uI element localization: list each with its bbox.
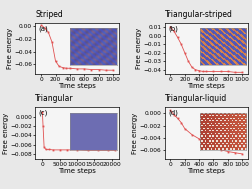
X-axis label: Time steps: Time steps xyxy=(186,168,224,174)
Text: (d): (d) xyxy=(167,110,177,116)
Y-axis label: Free energy: Free energy xyxy=(7,28,13,69)
Y-axis label: Free energy: Free energy xyxy=(132,112,138,154)
X-axis label: Time steps: Time steps xyxy=(58,83,96,89)
Text: (a): (a) xyxy=(39,25,48,32)
Y-axis label: Free energy: Free energy xyxy=(136,28,141,69)
Text: Triangular-striped: Triangular-striped xyxy=(164,10,232,19)
Y-axis label: Free energy: Free energy xyxy=(3,112,9,154)
X-axis label: Time steps: Time steps xyxy=(58,168,96,174)
Text: (b): (b) xyxy=(167,25,177,32)
X-axis label: Time steps: Time steps xyxy=(186,83,224,89)
Text: Triangular-liquid: Triangular-liquid xyxy=(164,94,226,103)
Text: Triangular: Triangular xyxy=(35,94,74,103)
Text: (c): (c) xyxy=(39,110,48,116)
Text: Striped: Striped xyxy=(35,10,63,19)
